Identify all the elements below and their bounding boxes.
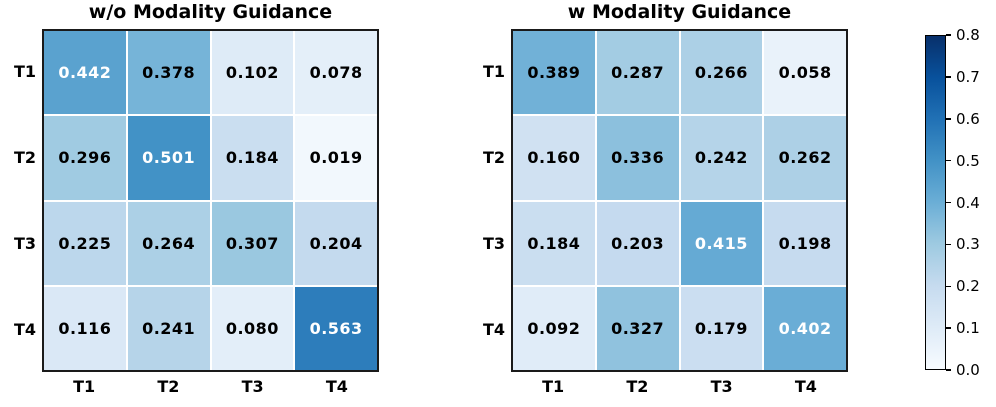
colorbar-tick-label-0.0: 0.0 [956,361,980,379]
heatmap-cell-T3-T4: 0.204 [295,201,377,285]
heatmap-cell-T1-T1: 0.389 [513,31,595,115]
colorbar-gradient [925,35,946,370]
x-tick-label-T3: T3 [241,377,264,396]
heatmap-grid: 0.442 0.378 0.102 0.078 0.296 0.501 0.184 0.019… [42,29,379,372]
y-tick-label-T2: T2 [13,148,36,168]
heatmap-cell-T3-T2: 0.203 [596,201,679,285]
colorbar-tick-label-0.1: 0.1 [956,319,980,338]
heatmap-cell-T2-T3: 0.242 [680,116,763,200]
x-tick-label-T2: T2 [626,377,649,396]
heatmap-cell-T2-T2: 0.501 [127,116,210,200]
heatmap-cell-T4-T3: 0.179 [680,286,763,370]
colorbar-tick-label-0.8: 0.8 [956,26,980,44]
heatmap-cell-T4-T4: 0.563 [295,286,377,370]
y-tick-label-T3: T3 [13,233,36,253]
x-tick-label-T1: T1 [73,377,96,396]
heatmap-cell-T2-T4: 0.019 [295,116,377,200]
panel-title: w Modality Guidance [567,1,792,23]
heatmap-cell-T3-T4: 0.198 [764,201,846,285]
y-tick-label-T2: T2 [482,148,505,168]
heatmap-cell-T4-T1: 0.116 [44,286,126,370]
heatmap-cell-T2-T2: 0.336 [596,116,679,200]
colorbar-tick-label-0.5: 0.5 [956,151,980,170]
panel-title: w/o Modality Guidance [88,1,333,23]
heatmap-cell-T1-T2: 0.378 [127,31,210,115]
y-tick-label-T3: T3 [482,233,505,253]
colorbar: 0.0 0.1 0.2 0.3 0.4 0.5 0.6 0.7 0.8 [925,26,985,379]
colorbar-tick-mark [946,201,951,204]
heatmap-cell-T1-T1: 0.442 [44,31,126,115]
heatmap-grid: 0.389 0.287 0.266 0.058 0.160 0.336 0.242 0.262… [511,29,848,372]
heatmap-cell-T4-T1: 0.092 [513,286,595,370]
colorbar-tick-mark [946,76,951,78]
heatmap-cell-T3-T2: 0.264 [127,201,210,285]
y-tick-label-T1: T1 [482,62,505,82]
x-axis-labels: T1 T2 T3 T4 [42,377,379,396]
heatmap-panel-with-guidance: w Modality Guidance T1 T2 T3 T4 0.389 0.287 0… [483,0,848,407]
heatmap-cell-T4-T3: 0.080 [211,286,294,370]
y-axis-labels: T1 T2 T3 T4 [0,29,36,372]
heatmap-cell-T2-T4: 0.262 [764,116,846,200]
x-tick-label-T1: T1 [542,377,565,396]
colorbar-tick-label-0.6: 0.6 [956,109,980,128]
colorbar-tick-mark [946,34,951,36]
colorbar-tick-label-0.2: 0.2 [956,277,980,296]
heatmap-cell-T3-T1: 0.184 [513,201,595,285]
x-tick-label-T4: T4 [794,377,817,396]
colorbar-tick-label-0.4: 0.4 [956,193,980,212]
heatmap-cell-T1-T4: 0.058 [764,31,846,115]
colorbar-tick-mark [946,285,951,287]
colorbar-tick-label-0.3: 0.3 [956,235,980,254]
heatmap-cell-T3-T3: 0.307 [211,201,294,285]
heatmap-cell-T4-T2: 0.327 [596,286,679,370]
colorbar-tick-mark [946,118,951,120]
x-tick-label-T2: T2 [157,377,180,396]
y-tick-label-T4: T4 [482,319,505,339]
heatmap-cell-T1-T3: 0.102 [211,31,294,115]
heatmap-cell-T1-T2: 0.287 [596,31,679,115]
y-tick-label-T4: T4 [13,319,36,339]
colorbar-tick-mark [946,369,951,371]
heatmap-cell-T3-T3: 0.415 [680,201,763,285]
y-axis-labels: T1 T2 T3 T4 [469,29,505,372]
colorbar-tick-mark [946,327,951,329]
colorbar-tick-mark [946,159,951,162]
heatmap-cell-T2-T1: 0.160 [513,116,595,200]
y-tick-label-T1: T1 [13,62,36,82]
heatmap-cell-T1-T4: 0.078 [295,31,377,115]
heatmap-cell-T2-T1: 0.296 [44,116,126,200]
x-tick-label-T4: T4 [325,377,348,396]
x-tick-label-T3: T3 [710,377,733,396]
x-axis-labels: T1 T2 T3 T4 [511,377,848,396]
heatmap-cell-T4-T2: 0.241 [127,286,210,370]
heatmap-cell-T1-T3: 0.266 [680,31,763,115]
heatmap-panel-without-guidance: w/o Modality Guidance T1 T2 T3 T4 0.442 0.37… [14,0,379,407]
heatmap-cell-T2-T3: 0.184 [211,116,294,200]
colorbar-tick-label-0.7: 0.7 [956,67,980,86]
heatmap-cell-T3-T1: 0.225 [44,201,126,285]
colorbar-tick-mark [946,243,951,246]
heatmap-cell-T4-T4: 0.402 [764,286,846,370]
